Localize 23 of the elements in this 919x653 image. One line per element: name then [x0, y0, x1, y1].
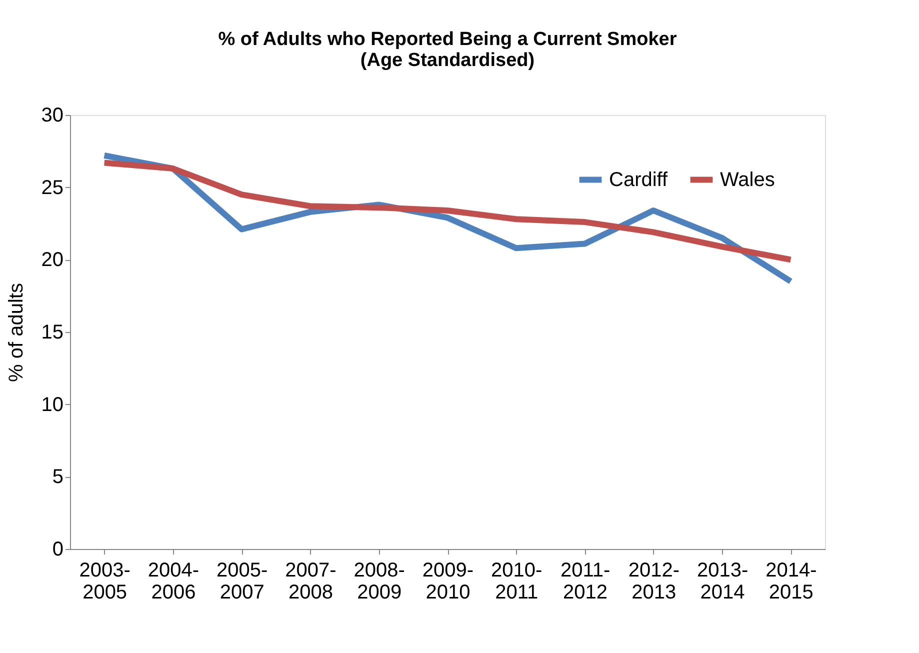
x-tick-label: 2003-2005 [79, 560, 130, 604]
text: % of Adults who Reported Being a Current Smoker [218, 29, 677, 50]
y-tick-label: 20 [41, 249, 64, 272]
y-tick-label: 5 [52, 466, 64, 488]
x-tick-label: 2005-2007 [216, 560, 268, 604]
y-tick-label: 10 [41, 394, 64, 416]
x-tick-label: 2008-2009 [354, 560, 405, 604]
y-tick-label: 30 [41, 104, 64, 126]
legend-label: Wales [720, 168, 775, 191]
y-tick-label: 0 [52, 538, 64, 560]
y-tick-label: 15 [41, 322, 64, 344]
x-tick-label: 2004-2006 [148, 560, 200, 604]
x-tick-label: 2011-2012 [560, 560, 610, 604]
x-tick-label: 2014-2015 [766, 560, 817, 604]
x-tick-label: 2010-2011 [491, 560, 542, 604]
x-tick-label: 2012-2013 [628, 560, 680, 604]
x-tick-label: 2013-2014 [696, 560, 748, 604]
x-tick-label: 2007-2008 [285, 560, 336, 604]
legend-label: Cardiff [609, 168, 668, 191]
x-tick-label: 2009-2010 [422, 560, 474, 604]
y-axis-title: % of adults [5, 283, 28, 382]
text: (Age Standardised) [360, 50, 535, 71]
y-tick-label: 25 [41, 176, 64, 199]
